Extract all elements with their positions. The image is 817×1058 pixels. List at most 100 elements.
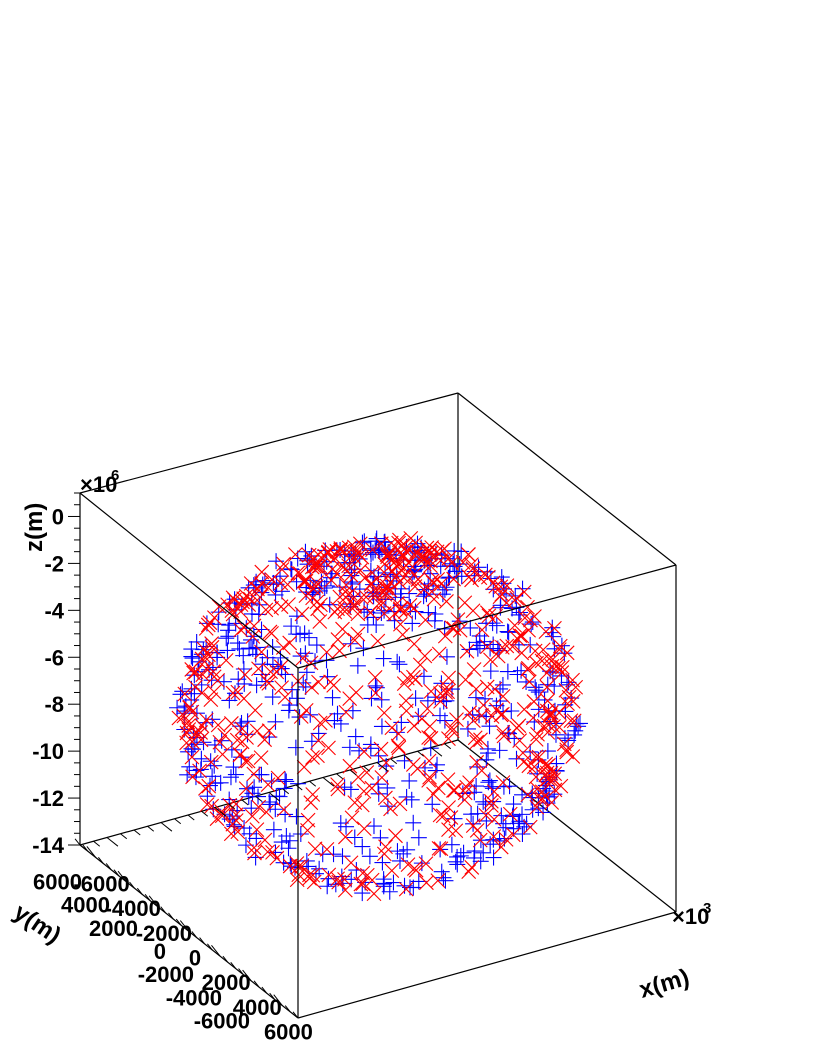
marker-cross — [199, 797, 215, 812]
marker-plus — [419, 692, 436, 709]
marker-cross — [485, 575, 501, 591]
marker-plus — [278, 827, 295, 844]
marker-cross — [254, 644, 269, 660]
marker-cross — [322, 542, 338, 557]
marker-cross — [338, 829, 353, 845]
marker-cross — [270, 770, 286, 786]
marker-cross — [502, 806, 518, 822]
marker-cross — [198, 780, 213, 796]
marker-plus — [321, 596, 338, 613]
y-minor-tick — [241, 799, 249, 806]
marker-plus — [510, 815, 527, 832]
marker-cross — [228, 796, 244, 812]
marker-cross — [370, 633, 386, 649]
marker-cross — [243, 576, 259, 591]
marker-cross — [543, 705, 559, 720]
marker-plus — [535, 804, 552, 821]
box-edge-front — [79, 492, 299, 669]
marker-cross — [347, 795, 363, 810]
x-tick-label: -2000 — [136, 921, 192, 946]
marker-plus — [223, 741, 240, 758]
marker-plus — [570, 718, 587, 735]
marker-cross — [405, 757, 421, 772]
y-minor-tick — [457, 739, 465, 746]
marker-cross — [459, 643, 475, 659]
marker-cross — [538, 624, 554, 639]
marker-plus — [418, 586, 435, 603]
marker-cross — [549, 658, 565, 674]
marker-cross — [378, 790, 393, 806]
marker-cross — [366, 886, 382, 902]
marker-cross — [395, 548, 410, 564]
marker-cross — [527, 609, 542, 624]
marker-plus — [250, 606, 267, 623]
marker-plus — [405, 814, 422, 831]
marker-cross — [236, 591, 251, 607]
y-minor-tick — [295, 784, 303, 791]
marker-cross — [486, 784, 502, 800]
marker-cross — [373, 741, 389, 757]
marker-cross — [387, 606, 403, 622]
marker-cross — [421, 772, 437, 788]
marker-cross — [413, 549, 429, 565]
marker-cross — [529, 655, 544, 671]
marker-cross — [184, 734, 200, 749]
marker-cross — [490, 648, 506, 664]
marker-cross — [321, 740, 336, 756]
marker-plus — [246, 779, 263, 796]
marker-cross — [280, 577, 296, 592]
marker-cross — [264, 572, 280, 587]
marker-plus — [281, 832, 298, 849]
marker-cross — [540, 771, 556, 787]
y-major-tick — [430, 747, 443, 757]
marker-cross — [457, 792, 473, 808]
marker-cross — [522, 819, 538, 835]
z-axis-ticks: -14 -12 -10 -8 -6 -4 -2 0 — [32, 492, 80, 858]
x-major-tick — [148, 895, 159, 908]
marker-plus — [559, 676, 576, 693]
marker-cross — [516, 702, 532, 717]
marker-cross — [303, 795, 319, 811]
marker-cross — [341, 540, 357, 556]
marker-cross — [281, 597, 296, 612]
marker-cross — [232, 747, 248, 763]
marker-cross — [384, 863, 400, 878]
marker-cross — [182, 699, 198, 715]
marker-cross — [426, 591, 442, 607]
marker-cross — [201, 647, 216, 663]
y-minor-tick — [201, 810, 209, 817]
marker-cross — [566, 713, 582, 729]
marker-cross — [223, 826, 239, 842]
marker-cross — [556, 736, 572, 752]
x-minor-tick — [269, 992, 276, 1000]
marker-plus — [481, 772, 498, 789]
y-minor-tick — [255, 795, 263, 802]
marker-cross — [398, 881, 414, 897]
y-minor-tick — [93, 840, 101, 847]
marker-cross — [498, 831, 514, 847]
marker-plus — [365, 818, 382, 835]
marker-cross — [544, 658, 560, 674]
marker-cross — [396, 676, 412, 692]
marker-plus — [363, 690, 380, 707]
marker-cross — [403, 530, 419, 546]
x-tick-label: 6000 — [264, 1020, 313, 1045]
marker-plus — [472, 853, 489, 870]
marker-plus — [399, 841, 416, 858]
marker-cross — [529, 799, 545, 815]
marker-plus — [331, 579, 348, 596]
marker-cross — [229, 732, 245, 748]
marker-cross — [264, 625, 279, 641]
marker-cross — [209, 811, 225, 827]
marker-cross — [330, 601, 345, 617]
marker-plus — [391, 852, 408, 869]
marker-cross — [543, 765, 559, 781]
y-major-tick — [268, 792, 281, 802]
marker-cross — [220, 597, 236, 613]
marker-cross — [201, 778, 217, 794]
marker-cross — [492, 589, 508, 605]
marker-plus — [288, 690, 305, 707]
marker-cross — [193, 732, 209, 748]
marker-cross — [352, 547, 368, 563]
marker-cross — [350, 606, 366, 622]
